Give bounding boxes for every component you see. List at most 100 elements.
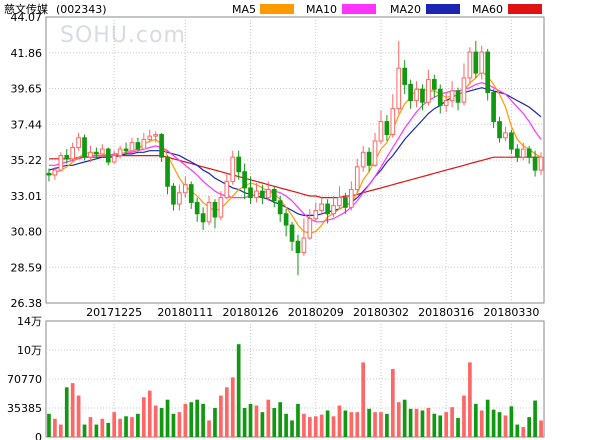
price-tick-label: 35.22: [11, 154, 43, 167]
candle: [532, 150, 538, 177]
volume-bar: [272, 408, 277, 437]
candle: [271, 186, 277, 208]
candlesticks: [46, 40, 544, 276]
volume-bar: [479, 410, 484, 437]
volume-bar: [396, 402, 401, 437]
candle: [236, 150, 242, 180]
ma5-line: [48, 70, 542, 234]
volume-tick-label: 70770: [7, 373, 42, 386]
candle: [117, 145, 123, 159]
moving-average-lines: [48, 70, 542, 234]
candle: [396, 40, 402, 114]
candle: [260, 184, 265, 205]
candle: [147, 129, 153, 143]
volume-bar: [462, 395, 466, 437]
candle: [153, 131, 159, 143]
volume-bar: [82, 424, 87, 437]
volume-bar: [248, 403, 253, 437]
ma60-line: [49, 155, 541, 199]
volume-bar: [165, 399, 170, 437]
volume-bar: [438, 415, 443, 437]
volume-bar: [527, 417, 532, 437]
candle: [366, 147, 372, 172]
candle: [325, 199, 330, 224]
volume-bar: [207, 420, 211, 437]
legend-label-ma60: MA60: [472, 3, 503, 16]
volume-bar: [195, 399, 200, 437]
candle: [348, 181, 354, 211]
volume-bar: [485, 399, 490, 437]
volume-tick-label: 35385: [7, 402, 42, 415]
candle: [177, 184, 182, 211]
volume-bar: [230, 377, 235, 437]
candle: [319, 197, 325, 216]
volume-bar: [379, 412, 383, 437]
candle: [141, 132, 147, 151]
volume-axis-ticks: 14万 10万 70770 35385 0: [7, 315, 42, 440]
candle: [384, 115, 390, 142]
candle: [254, 183, 259, 203]
candle: [503, 126, 508, 142]
candle: [171, 183, 176, 211]
volume-bar: [124, 416, 128, 437]
volume-bar: [533, 400, 537, 437]
ma10-line: [49, 82, 542, 223]
candle: [473, 40, 479, 78]
volume-bar: [539, 420, 543, 437]
stock-title: 慈文传媒: [4, 2, 48, 16]
volume-bar: [385, 413, 389, 437]
candle: [461, 63, 467, 106]
volume-bar: [224, 387, 229, 437]
candle: [224, 173, 230, 200]
candle: [408, 79, 413, 109]
date-tick-label: 20180302: [353, 306, 409, 319]
candle: [420, 84, 425, 111]
volume-bar: [515, 424, 520, 437]
candle: [520, 142, 526, 161]
volume-bar: [177, 412, 182, 437]
volume-bar: [468, 362, 472, 437]
date-tick-label: 20180330: [483, 306, 539, 319]
volume-bar: [473, 403, 478, 437]
legend: MA5 MA10 MA20 MA60: [232, 3, 542, 16]
volume-bar: [497, 412, 502, 437]
price-tick-label: 28.59: [11, 261, 43, 274]
price-axis-ticks: 44.07 41.86 39.65 37.44 35.22 33.01 30.80 28.59…: [11, 11, 43, 310]
candle: [94, 147, 99, 159]
volume-bar: [509, 406, 514, 437]
volume-bar: [313, 416, 318, 437]
candle: [64, 149, 70, 164]
candle: [378, 110, 384, 145]
volume-bar: [491, 409, 496, 437]
volume-bar: [408, 408, 413, 437]
price-tick-label: 39.65: [11, 83, 43, 96]
volume-bar: [76, 395, 81, 437]
legend-label-ma5: MA5: [232, 3, 256, 16]
legend-label-ma10: MA10: [306, 3, 337, 16]
volume-tick-label: 10万: [17, 344, 42, 357]
candle: [165, 155, 170, 195]
candle: [295, 234, 301, 276]
volume-bar: [58, 424, 63, 437]
candle: [526, 145, 532, 164]
candle: [443, 92, 449, 112]
candle: [467, 47, 473, 85]
candle: [331, 195, 336, 217]
legend-swatch-ma10: [342, 4, 376, 14]
date-tick-label: 20180126: [223, 306, 279, 319]
volume-bar: [53, 418, 57, 437]
volume-bar: [355, 412, 360, 437]
stock-code: (002343): [56, 3, 107, 16]
candle: [289, 221, 295, 251]
volume-bar: [450, 407, 454, 437]
volume-bar: [118, 418, 122, 437]
volume-bar: [94, 424, 99, 437]
candle: [82, 134, 87, 161]
candle: [431, 74, 437, 98]
volume-bar: [361, 362, 366, 437]
candle: [313, 202, 319, 222]
volume-bar: [521, 427, 526, 437]
candle: [301, 218, 307, 256]
candle: [58, 152, 64, 172]
candle: [99, 144, 105, 158]
